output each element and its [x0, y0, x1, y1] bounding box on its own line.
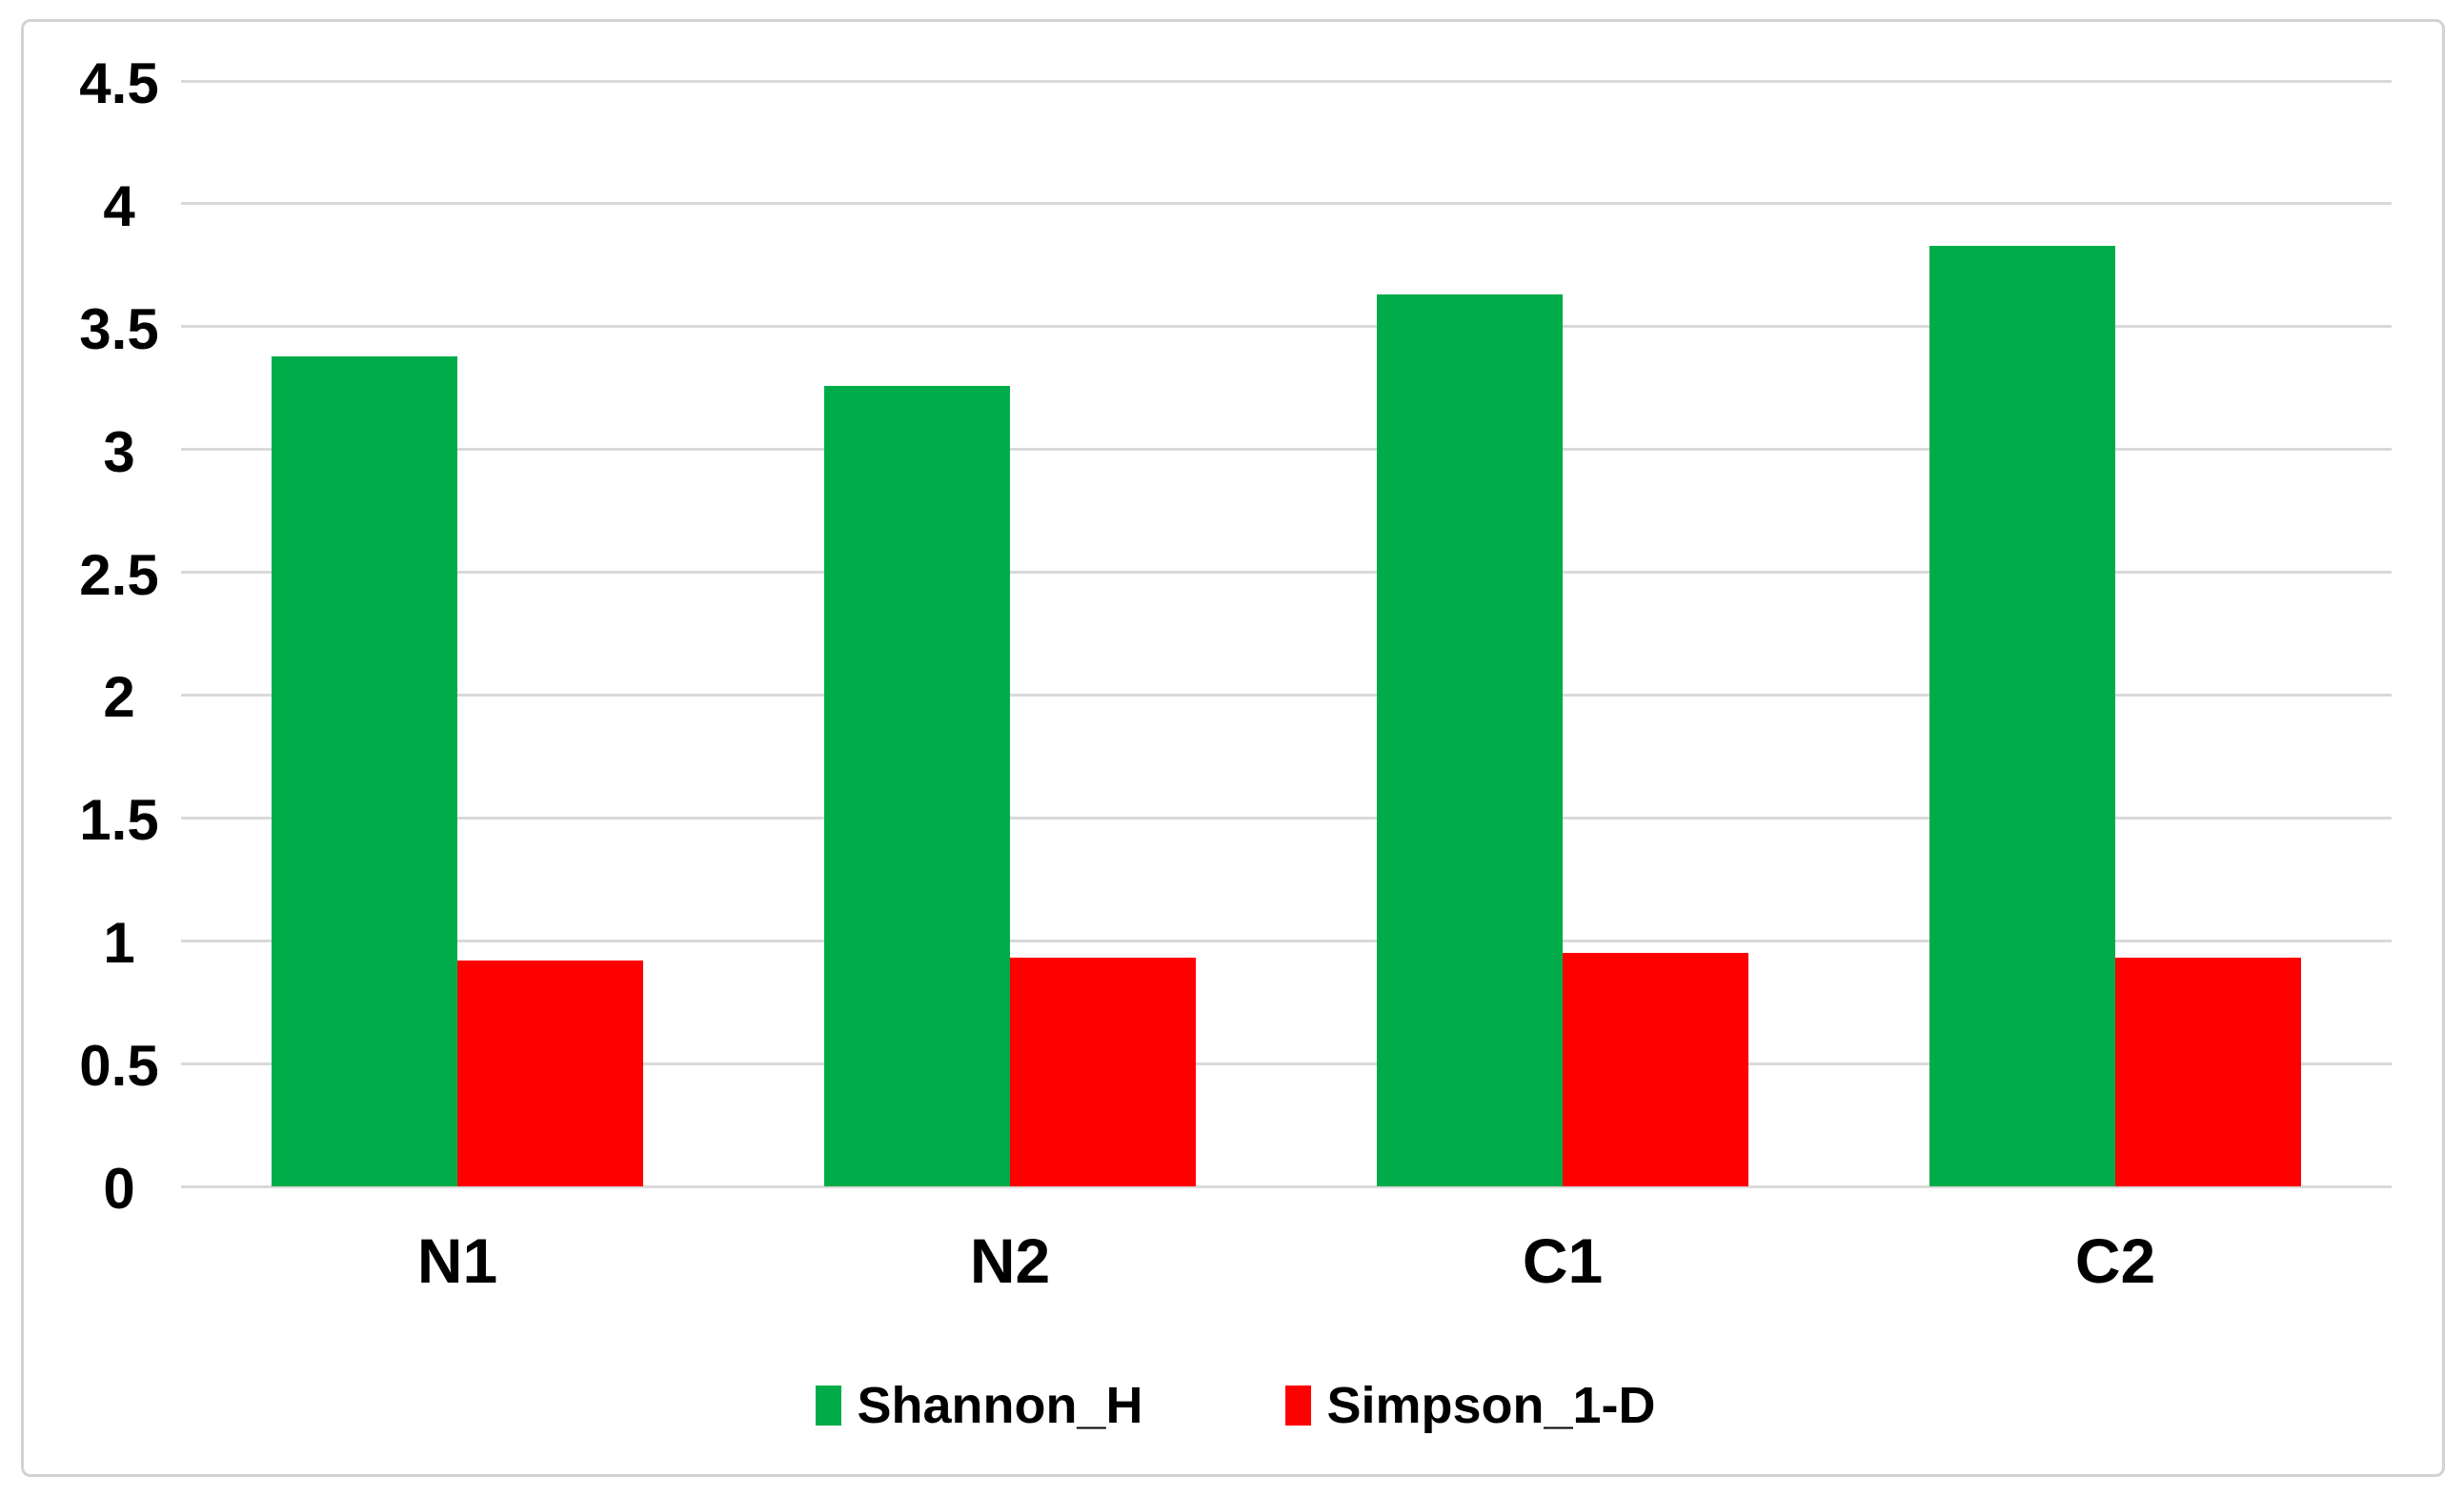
y-tick-label: 1: [103, 911, 135, 976]
legend-item-simpson: Simpson_1-D: [1285, 1377, 1656, 1434]
legend-swatch-shannon: [816, 1386, 842, 1426]
bar-simpson-1-d-c1: [1563, 953, 1748, 1186]
gridline: [181, 1184, 2392, 1188]
y-tick-label: 1.5: [79, 788, 159, 853]
x-category-label: C2: [2074, 1225, 2156, 1296]
x-category-label: N1: [416, 1225, 498, 1296]
y-tick-label: 2: [103, 665, 135, 730]
y-tick-label: 3.5: [79, 296, 159, 361]
gridline: [181, 202, 2392, 206]
gridline: [181, 1062, 2392, 1065]
bar-shannon-h-n2: [824, 385, 1010, 1186]
legend: Shannon_H Simpson_1-D: [24, 1380, 2448, 1431]
legend-swatch-simpson: [1285, 1386, 1312, 1426]
gridline: [181, 79, 2392, 83]
gridline: [181, 571, 2392, 575]
bar-shannon-h-n1: [272, 355, 457, 1186]
bar-shannon-h-c1: [1377, 294, 1563, 1186]
bar-shannon-h-c2: [1929, 245, 2115, 1186]
y-tick-label: 3: [103, 419, 135, 484]
gridline: [181, 325, 2392, 329]
y-tick-label: 0: [103, 1157, 135, 1221]
bar-simpson-1-d-n1: [457, 960, 643, 1186]
legend-label-simpson: Simpson_1-D: [1326, 1377, 1656, 1434]
bar-simpson-1-d-n2: [1010, 958, 1196, 1186]
y-tick-label: 4.5: [79, 51, 159, 115]
gridline: [181, 816, 2392, 819]
y-tick-label: 0.5: [79, 1034, 159, 1099]
y-tick-label: 4: [103, 173, 135, 238]
bar-simpson-1-d-c2: [2115, 958, 2301, 1186]
legend-label-shannon: Shannon_H: [857, 1377, 1143, 1434]
gridline: [181, 693, 2392, 697]
y-tick-label: 2.5: [79, 542, 159, 607]
gridline: [181, 939, 2392, 942]
chart-frame: 0 0.5 1 1.5 2 2.5 3 3.5 4 4.5 N1 N2 C1 C2 Shannon_H …: [21, 19, 2445, 1477]
x-category-label: C1: [1522, 1225, 1604, 1296]
legend-item-shannon: Shannon_H: [816, 1380, 1142, 1431]
gridline: [181, 448, 2392, 452]
x-category-label: N2: [969, 1225, 1051, 1296]
